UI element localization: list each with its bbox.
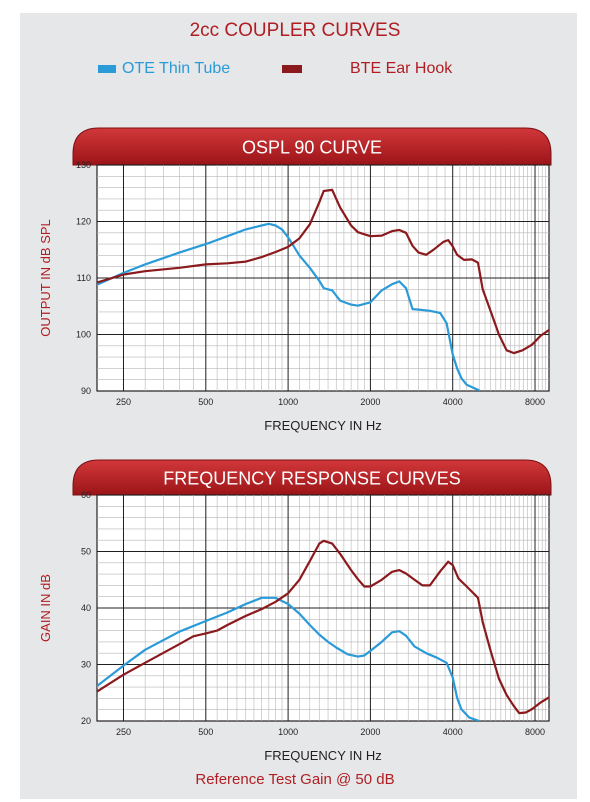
x-axis-label: FREQUENCY IN Hz <box>264 418 382 433</box>
chart-banner <box>72 127 552 166</box>
y-tick-label: 40 <box>81 603 91 613</box>
y-tick-label: 50 <box>81 547 91 557</box>
chart-title: OSPL 90 CURVE <box>242 138 382 158</box>
x-tick-label: 8000 <box>525 727 545 737</box>
y-tick-label: 60 <box>81 490 91 500</box>
series-line-ote <box>97 222 481 391</box>
x-tick-label: 500 <box>198 727 213 737</box>
legend-swatch-ote <box>98 65 116 73</box>
chart-1: OSPL 90 CURVE 250 500 1000 2000 4000 8000 90 100… <box>38 127 552 433</box>
y-tick-label: 90 <box>81 386 91 396</box>
y-tick-label: 110 <box>77 273 91 283</box>
legend-item-bte: BTE Ear Hook <box>282 60 452 78</box>
chart-2: FREQUENCY RESPONSE CURVES 250 500 1000 2000 4… <box>38 459 552 763</box>
series-line-ote <box>97 596 481 721</box>
x-tick-label: 2000 <box>360 397 380 407</box>
x-tick-label: 4000 <box>443 397 463 407</box>
x-tick-label: 500 <box>198 397 213 407</box>
legend-label-bte: BTE Ear Hook <box>350 60 453 77</box>
y-tick-label: 120 <box>76 217 91 227</box>
x-tick-label: 8000 <box>525 397 545 407</box>
x-tick-label: 250 <box>116 727 131 737</box>
y-tick-label: 130 <box>76 160 91 170</box>
x-tick-label: 1000 <box>278 727 298 737</box>
footnote: Reference Test Gain @ 50 dB <box>195 771 395 788</box>
y-tick-label: 30 <box>81 660 91 670</box>
legend-swatch-bte <box>282 65 302 73</box>
legend-item-ote: OTE Thin Tube <box>98 60 230 78</box>
y-axis-label: GAIN IN dB <box>38 574 53 642</box>
x-tick-label: 4000 <box>443 727 463 737</box>
chart-title: FREQUENCY RESPONSE CURVES <box>163 469 460 489</box>
series-line-bte <box>97 188 549 355</box>
y-axis-label: OUTPUT IN dB SPL <box>38 219 53 337</box>
series-line-bte <box>97 539 549 715</box>
chart-banner <box>72 459 552 496</box>
y-tick-label: 100 <box>76 330 91 340</box>
y-tick-label: 20 <box>81 716 91 726</box>
x-tick-label: 250 <box>116 397 131 407</box>
x-axis-label: FREQUENCY IN Hz <box>264 748 382 763</box>
main-title: 2cc COUPLER CURVES <box>189 20 401 41</box>
x-tick-label: 2000 <box>360 727 380 737</box>
x-tick-label: 1000 <box>278 397 298 407</box>
legend-label-ote: OTE Thin Tube <box>122 60 231 77</box>
